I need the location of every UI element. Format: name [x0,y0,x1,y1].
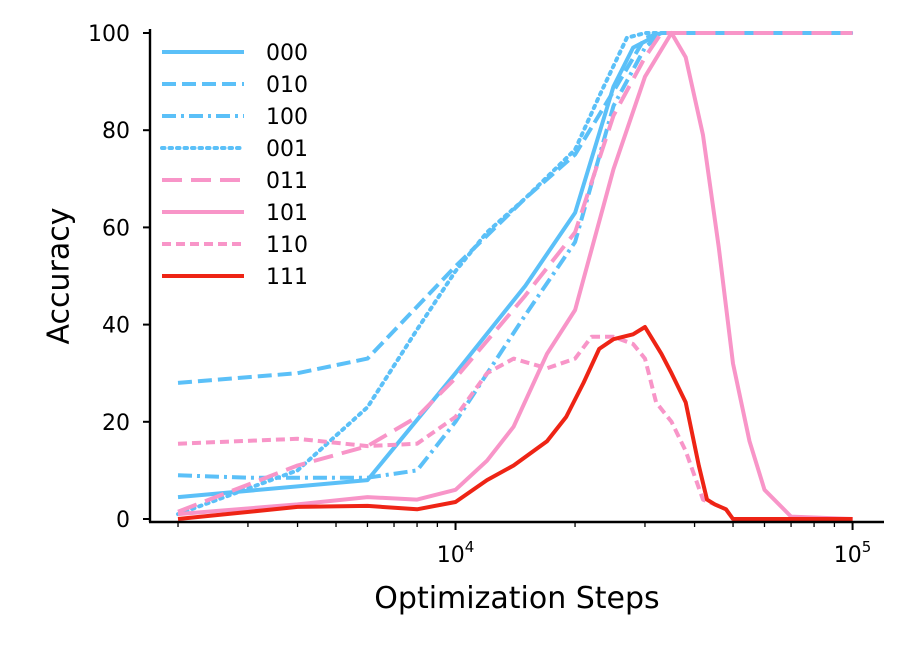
legend-label-010: 010 [266,73,308,98]
legend-label-110: 110 [266,233,308,258]
y-tick-label: 100 [88,22,130,47]
y-tick-label: 60 [102,216,130,241]
legend-label-111: 111 [266,265,308,290]
x-ticks: 104 105 [177,522,872,568]
series-line-100 [177,31,853,480]
x-tick-label: 104 [437,538,475,568]
axes-layer [148,29,884,524]
y-tick-label: 0 [116,508,130,533]
series-line-011 [177,31,853,514]
y-tick-label: 20 [102,411,130,436]
legend-label-000: 000 [266,41,308,66]
series-line-111 [177,325,853,521]
series-line-110 [177,334,853,521]
legend: 000 010 100 001 011 101 110 111 [160,41,308,290]
legend-label-101: 101 [266,201,308,226]
legend-label-011: 011 [266,169,308,194]
series-layer [176,31,855,521]
y-axis-title: Accuracy [42,208,77,345]
y-tick-label: 40 [102,314,130,339]
legend-label-001: 001 [266,137,308,162]
legend-label-100: 100 [266,105,308,130]
y-tick-label: 80 [102,119,130,144]
y-ticks: 0 20 40 60 80 100 [88,22,150,533]
x-axis-title: Optimization Steps [374,581,659,616]
x-tick-label: 105 [834,538,872,568]
series-line-101 [177,31,853,521]
